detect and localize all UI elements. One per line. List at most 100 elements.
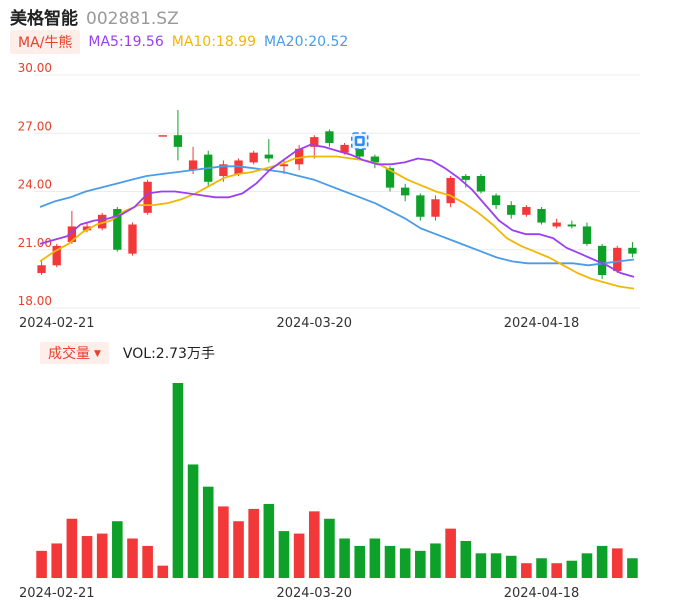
candle [310,135,319,159]
candle-body [355,144,364,157]
volume-bar [157,565,169,578]
candle-body [264,154,273,159]
volume-bar [384,545,396,578]
candle [128,222,137,256]
candle [370,154,380,169]
ma5-legend: MA5:19.56 [88,34,164,50]
volume-bar [596,545,608,578]
volume-bar [611,548,623,578]
candle-body [522,207,531,215]
candle [507,201,516,219]
candle [431,195,440,221]
ma-indicator-tag[interactable]: MA/牛熊 [10,30,81,54]
candle-body [37,265,46,274]
candle [597,243,607,279]
candle-body [582,226,592,244]
volume-bar [96,533,108,578]
volume-bar [278,531,290,578]
volume-value: VOL:2.73万手 [122,346,215,362]
volume-bar [490,553,502,578]
volume-legend: 成交量 ▼ VOL:2.73万手 [40,342,215,364]
volume-bar [399,548,411,578]
ma-lines [39,143,635,290]
price-axis: 30.00 27.00 24.00 21.00 18.00 [18,61,52,308]
candle [249,150,258,165]
x-tick-label: 2024-04-18 [504,586,580,601]
volume-bar [460,540,472,578]
volume-bar [551,563,562,578]
x-tick-label: 2024-03-20 [276,316,352,331]
ma5-line [39,143,635,278]
volume-bar [308,511,320,578]
candle-body [385,168,395,188]
volume-indicator-tag[interactable]: 成交量 ▼ [40,342,109,364]
stock-code: 002881.SZ [86,9,179,29]
candle-body [597,245,607,275]
candle-body [613,247,622,272]
candle-body [446,177,455,204]
volume-bar [505,555,517,578]
candle-body [401,187,410,196]
x-tick-label: 2024-02-21 [19,316,95,331]
candle-body [431,199,440,217]
volume-bar [475,553,487,578]
volume-bar [66,518,78,578]
volume-date-axis: 2024-02-21 2024-03-20 2024-04-18 [19,586,579,601]
candle-body [82,226,92,231]
volume-bar [627,558,638,578]
candle-body [310,137,319,147]
candle-body [370,156,380,163]
candle-body [113,208,122,250]
candle [552,218,561,229]
candle [446,175,455,208]
candle [582,222,592,246]
candle [264,139,273,163]
candle-body [173,135,183,147]
volume-bar [324,518,335,578]
candle-body [128,224,137,254]
ma10-legend: MA10:18.99 [171,34,257,50]
candle-body [552,222,561,227]
volume-bar [172,383,184,578]
candle-body [188,160,198,171]
y-tick-label: 30.00 [18,61,52,75]
y-tick-label: 27.00 [18,119,52,133]
candle-body [567,224,576,227]
candle [98,212,107,231]
caret-down-icon: ▼ [94,349,101,359]
price-date-axis: 2024-02-21 2024-03-20 2024-04-18 [19,316,579,331]
candle-body [98,214,107,229]
candle-body [507,205,516,215]
candle-body [537,208,546,223]
candle [416,193,425,221]
x-tick-label: 2024-02-21 [19,586,95,601]
volume-tag-label: 成交量 [48,346,90,362]
volume-bar [430,543,441,578]
volume-bar [581,553,593,578]
candle [491,193,501,209]
volume-bar [36,550,47,578]
candle-body [158,135,167,137]
volume-bar [202,486,214,578]
volume-bar [127,538,138,578]
volume-bar [248,508,259,578]
volume-bar [369,538,381,578]
candle-body [340,144,349,153]
volume-bar [187,464,199,578]
candle [143,179,152,215]
candle [567,220,576,229]
candle-body [491,195,501,206]
event-marker-icon[interactable] [350,132,369,150]
volume-bar [566,560,578,578]
volume-bar [339,538,350,578]
candle [628,241,637,258]
x-tick-label: 2024-03-20 [276,586,352,601]
volume-bar [293,533,305,578]
candle [401,183,410,202]
candle-body [294,148,304,165]
volume-bar [81,536,93,578]
x-tick-label: 2024-04-18 [504,316,580,331]
y-tick-label: 21.00 [18,236,52,250]
y-tick-label: 18.00 [18,294,52,308]
